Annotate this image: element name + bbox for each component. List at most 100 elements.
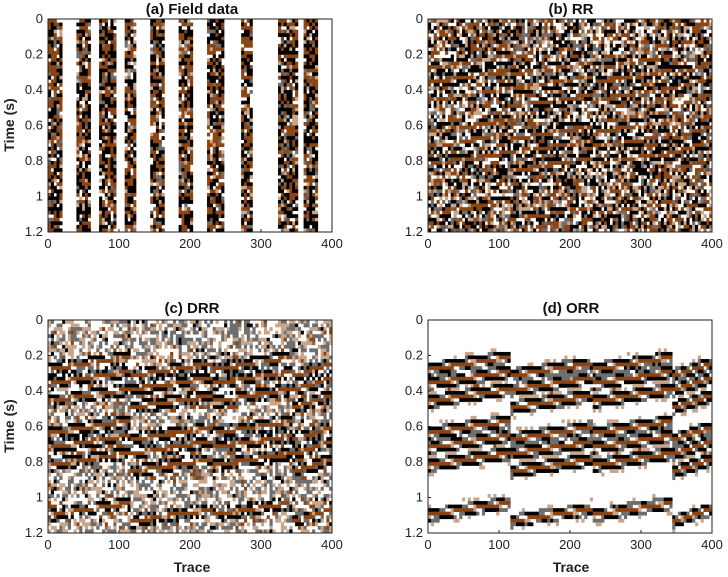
heatmap-cell [433,97,437,101]
heatmap-cell [82,178,86,183]
heatmap-cell [442,68,446,73]
heatmap-cell [218,185,222,190]
heatmap-cell [309,43,313,48]
heatmap-cell [53,161,57,165]
heatmap-cell [110,29,114,34]
heatmap-cell [127,90,131,94]
heatmap-cell [535,65,540,69]
heatmap-cell [215,161,219,165]
heatmap-cell [82,228,86,233]
heatmap-cell [53,58,57,62]
heatmap-cell [181,196,185,201]
heatmap-cell [533,203,537,208]
heatmap-cell [161,104,165,109]
heatmap-cell [110,168,114,172]
heatmap-cell [207,82,211,87]
heatmap-cell [215,47,219,52]
heatmap-cell [155,50,160,55]
heatmap-cell [212,161,216,165]
heatmap-cell [79,221,83,226]
heatmap-cell [190,161,194,165]
heatmap-cell [479,146,483,151]
heatmap-cell [221,90,225,94]
heatmap-cell [124,221,128,226]
heatmap-cell [453,228,457,233]
heatmap-cell [53,189,57,194]
heatmap-cell [243,153,248,158]
heatmap-cell [555,65,559,69]
heatmap-cell [56,210,60,215]
heatmap-cell [286,136,290,140]
heatmap-cell [504,189,508,194]
heatmap-cell [209,210,214,215]
heatmap-cell [530,139,534,144]
heatmap-cell [82,33,86,38]
heatmap-cell [278,61,282,66]
heatmap-cell [552,171,557,176]
y-tick-label: 0.4 [25,82,43,97]
heatmap-cell [286,107,290,112]
heatmap-cell [221,107,225,112]
heatmap-cell [99,132,103,137]
heatmap-cell [467,54,471,59]
heatmap-cell [459,72,463,77]
heatmap-cell [56,111,60,116]
heatmap-cell [79,196,83,201]
heatmap-cell [504,228,508,233]
heatmap-cell [456,54,460,59]
heatmap-cell [178,93,182,98]
heatmap-cell [479,118,483,123]
heatmap-cell [184,139,188,144]
heatmap-cell [215,157,219,162]
heatmap-cell [499,214,503,219]
heatmap-cell [127,50,131,55]
heatmap-cell [82,79,86,84]
heatmap-cell [187,90,191,94]
heatmap-cell [516,203,520,208]
heatmap-cell [124,75,128,80]
heatmap-cell [161,43,165,48]
heatmap-cell [473,200,477,204]
heatmap-cell [476,121,480,126]
heatmap-cell [481,200,486,204]
heatmap-cell [484,29,488,34]
heatmap-cell [56,58,60,62]
heatmap-cell [280,107,285,112]
heatmap-cell [558,175,562,180]
heatmap-cell [110,203,114,208]
heatmap-cell [521,125,525,130]
heatmap-cell [133,75,137,80]
heatmap-cell [442,111,446,116]
heatmap-cell [158,90,162,94]
heatmap-cell [467,203,471,208]
heatmap-cell [101,217,106,222]
heatmap-cell [521,82,525,87]
heatmap-cell [314,43,319,48]
heatmap-cell [476,40,480,45]
heatmap-cell [280,125,285,130]
heatmap-cell [496,175,500,180]
heatmap-cell [484,61,488,66]
heatmap-cell [314,65,319,69]
heatmap-cell [541,207,545,211]
heatmap-cell [99,164,103,169]
heatmap-cell [50,33,54,38]
heatmap-cell [280,72,285,77]
heatmap-cell [59,118,63,123]
heatmap-cell [87,68,91,73]
heatmap-cell [107,97,111,101]
heatmap-cell [309,100,313,105]
heatmap-cell [467,104,471,109]
heatmap-cell [538,157,542,162]
heatmap-cell [289,200,293,204]
heatmap-cell [84,26,89,30]
heatmap-cell [283,153,287,158]
heatmap-cell [487,93,491,98]
heatmap-cell [533,164,537,169]
heatmap-cell [59,104,63,109]
heatmap-cell [309,214,313,219]
heatmap-cell [82,217,86,222]
heatmap-cell [306,217,310,222]
heatmap-cell [127,221,131,226]
heatmap-cell [510,207,514,211]
